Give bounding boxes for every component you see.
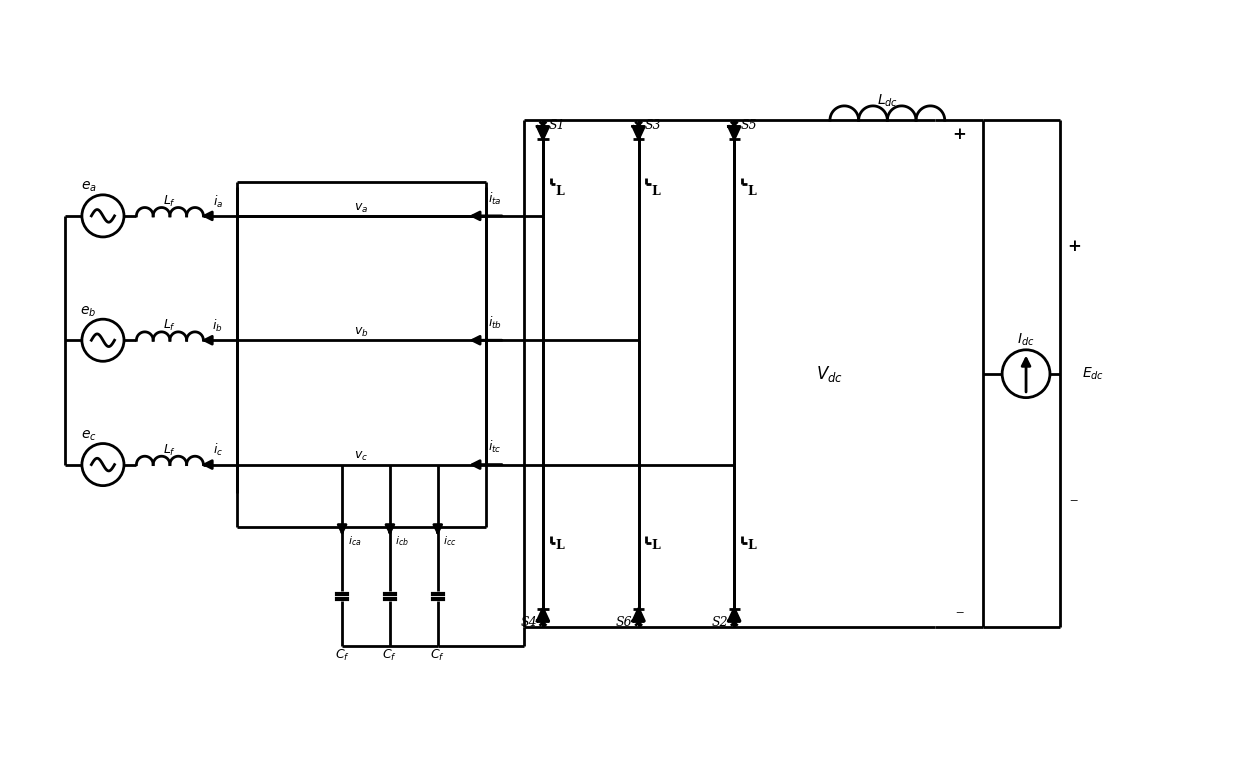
Text: $C_f$: $C_f$ (430, 648, 445, 663)
Text: $e_b$: $e_b$ (81, 304, 97, 319)
Text: $I_{dc}$: $I_{dc}$ (1017, 332, 1035, 348)
Text: $e_c$: $e_c$ (81, 428, 97, 443)
Text: +: + (952, 126, 966, 143)
Text: S4: S4 (520, 616, 536, 629)
Polygon shape (729, 126, 740, 139)
Text: $L_{dc}$: $L_{dc}$ (877, 93, 898, 109)
Text: $i_b$: $i_b$ (212, 318, 223, 334)
Text: $i_a$: $i_a$ (213, 194, 223, 210)
Polygon shape (538, 609, 549, 621)
Text: S1: S1 (549, 119, 566, 132)
Text: $i_{cb}$: $i_{cb}$ (395, 534, 409, 548)
Text: $i_{cc}$: $i_{cc}$ (444, 534, 457, 548)
Text: $E_{dc}$: $E_{dc}$ (1082, 366, 1104, 382)
Text: $V_{dc}$: $V_{dc}$ (817, 363, 844, 384)
Text: $i_{tc}$: $i_{tc}$ (488, 439, 502, 456)
Text: $C_f$: $C_f$ (335, 648, 349, 663)
Text: S3: S3 (644, 119, 662, 132)
Text: L: L (652, 185, 660, 198)
Polygon shape (633, 609, 644, 621)
Polygon shape (538, 126, 549, 139)
Polygon shape (729, 609, 740, 621)
Text: $i_{ca}$: $i_{ca}$ (348, 534, 362, 548)
Text: $v_a$: $v_a$ (354, 201, 368, 215)
Text: L: L (747, 540, 756, 553)
Text: +: + (1067, 238, 1080, 255)
Text: L: L (747, 185, 756, 198)
Text: $i_{ta}$: $i_{ta}$ (488, 191, 502, 207)
Text: $L_f$: $L_f$ (164, 194, 176, 209)
Text: $e_a$: $e_a$ (81, 180, 97, 195)
Text: S6: S6 (616, 616, 633, 629)
Text: $v_c$: $v_c$ (354, 450, 368, 463)
Text: $L_f$: $L_f$ (164, 443, 176, 458)
Text: L: L (652, 540, 660, 553)
Text: $v_b$: $v_b$ (354, 326, 368, 339)
Text: L: L (556, 540, 565, 553)
Text: $i_{tb}$: $i_{tb}$ (488, 315, 502, 331)
Polygon shape (633, 126, 644, 139)
Text: S5: S5 (741, 119, 757, 132)
Text: S2: S2 (711, 616, 729, 629)
Text: L: L (556, 185, 565, 198)
Text: $C_f$: $C_f$ (383, 648, 398, 663)
Text: $i_c$: $i_c$ (213, 442, 223, 458)
Text: $L_f$: $L_f$ (164, 319, 176, 333)
Text: –: – (1069, 492, 1078, 509)
Text: –: – (955, 604, 963, 621)
